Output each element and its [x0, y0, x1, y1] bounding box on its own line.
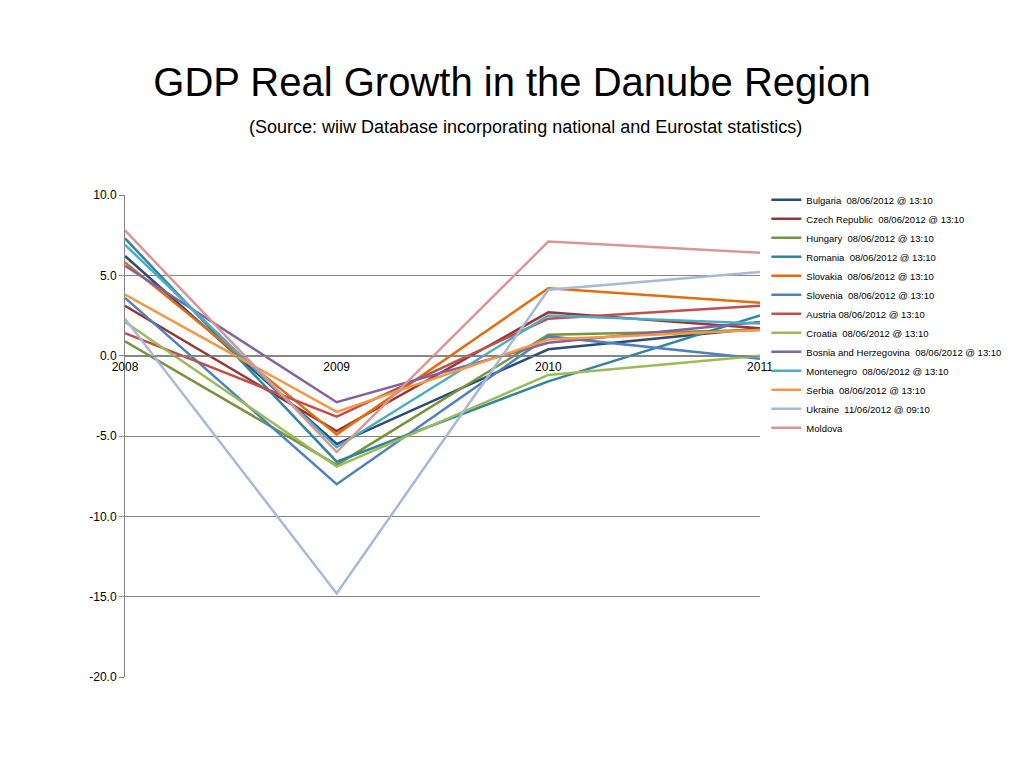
svg-text:Bosnia and Herzegovina 08/06/: Bosnia and Herzegovina 08/06/2012 @ 13:1…	[806, 347, 1001, 358]
svg-text:Slovenia 08/06/2012 @ 13:10: Slovenia 08/06/2012 @ 13:10	[806, 290, 934, 301]
svg-text:Bulgaria 08/06/2012 @ 13:10: Bulgaria 08/06/2012 @ 13:10	[806, 195, 932, 206]
svg-text:0.0: 0.0	[100, 349, 117, 363]
svg-text:2011: 2011	[747, 360, 773, 374]
svg-text:10.0: 10.0	[93, 188, 117, 202]
svg-text:Czech Republic 08/06/2012 @ 1: Czech Republic 08/06/2012 @ 13:10	[806, 214, 964, 225]
svg-text:(Source: wiiw Database incorpo: (Source: wiiw Database incorporating nat…	[249, 117, 802, 137]
svg-text:2010: 2010	[535, 360, 562, 374]
svg-text:-10.0: -10.0	[89, 510, 117, 524]
svg-text:Serbia 08/06/2012 @ 13:10: Serbia 08/06/2012 @ 13:10	[806, 385, 925, 396]
svg-text:Hungary 08/06/2012 @ 13:10: Hungary 08/06/2012 @ 13:10	[806, 233, 933, 244]
svg-text:Montenegro 08/06/2012 @ 13:10: Montenegro 08/06/2012 @ 13:10	[806, 366, 948, 377]
svg-text:-20.0: -20.0	[89, 670, 117, 684]
svg-text:Croatia 08/06/2012 @ 13:10: Croatia 08/06/2012 @ 13:10	[806, 328, 928, 339]
svg-text:-5.0: -5.0	[96, 429, 117, 443]
svg-text:-15.0: -15.0	[89, 590, 117, 604]
svg-text:Slovakia 08/06/2012 @ 13:10: Slovakia 08/06/2012 @ 13:10	[806, 271, 933, 282]
svg-text:Moldova: Moldova	[806, 423, 843, 434]
svg-text:5.0: 5.0	[100, 269, 117, 283]
svg-text:2008: 2008	[112, 360, 139, 374]
svg-text:GDP Real Growth in the Danube: GDP Real Growth in the Danube Region	[153, 60, 870, 104]
svg-text:Romania 08/06/2012 @ 13:10: Romania 08/06/2012 @ 13:10	[806, 252, 936, 263]
svg-text:Austria 08/06/2012 @ 13:10: Austria 08/06/2012 @ 13:10	[806, 309, 924, 320]
svg-text:Ukraine 11/06/2012 @ 09:10: Ukraine 11/06/2012 @ 09:10	[806, 404, 930, 415]
svg-text:2009: 2009	[323, 360, 350, 374]
